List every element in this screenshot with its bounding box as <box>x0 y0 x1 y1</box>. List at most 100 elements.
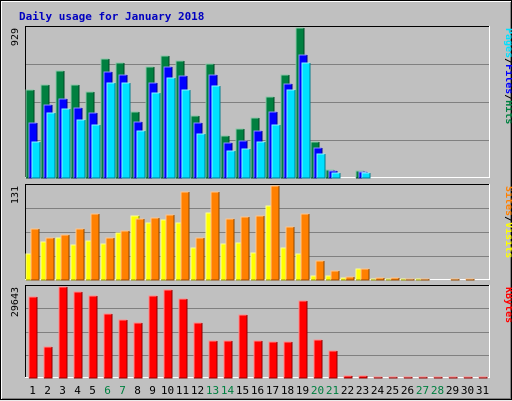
bar-sites-day-17-highlight <box>270 185 279 280</box>
bar-kbytes-day-17 <box>269 342 277 378</box>
legend-entry-sites: Sites <box>503 186 512 216</box>
bar-files-day-17-highlight <box>268 111 277 178</box>
x-tick-day-22: 22 <box>341 384 354 397</box>
bar-visits-day-2 <box>41 242 49 280</box>
bar-sites-day-16 <box>256 216 264 280</box>
bar-kbytes-day-9 <box>149 296 157 378</box>
bar-sites-day-15-highlight <box>240 216 249 280</box>
bar-files-day-18-highlight <box>283 83 292 178</box>
bar-sites-day-30-shade <box>466 279 475 281</box>
bar-pages-day-23-shade <box>362 173 371 179</box>
bar-sites-day-2 <box>46 238 54 280</box>
bar-visits-day-15 <box>236 243 244 280</box>
bar-kbytes-day-22-highlight <box>343 375 352 378</box>
bar-pages-day-5-shade <box>92 125 101 179</box>
bar-sites-day-12 <box>196 238 204 280</box>
x-tick-day-5: 5 <box>89 384 96 397</box>
bar-sites-day-5 <box>91 214 99 280</box>
bar-sites-day-24 <box>376 278 384 280</box>
bar-kbytes-day-16 <box>254 341 262 378</box>
bar-sites-day-5-shade <box>91 214 100 281</box>
bar-sites-day-29-shade <box>451 279 460 281</box>
bar-pages-day-14 <box>227 151 235 178</box>
bar-pages-day-14-highlight <box>226 150 235 178</box>
bar-pages-day-12-shade <box>197 134 206 179</box>
legend-entry-visits: Visits <box>503 222 512 258</box>
bar-kbytes-day-22-shade <box>344 376 353 379</box>
bar-kbytes-day-30-shade <box>464 377 473 379</box>
bar-sites-day-20-shade <box>316 261 325 281</box>
bar-pages-day-18 <box>287 90 295 178</box>
bar-files-day-9-highlight <box>148 82 157 178</box>
bar-pages-day-21-shade <box>332 173 341 179</box>
bar-kbytes-day-28-shade <box>434 377 443 379</box>
bar-pages-day-18-highlight <box>286 89 295 178</box>
bar-kbytes-day-18 <box>284 342 292 378</box>
bar-sites-day-25-highlight <box>390 277 399 280</box>
bar-sites-day-16-shade <box>256 216 265 281</box>
bar-sites-day-6-highlight <box>105 237 114 280</box>
bar-sites-day-22-highlight <box>345 276 354 280</box>
bar-kbytes-day-1-highlight <box>28 296 37 378</box>
bar-sites-day-15-shade <box>241 217 250 281</box>
bar-pages-day-3-highlight <box>61 108 70 178</box>
bar-sites-day-21-shade <box>331 271 340 281</box>
bar-visits-day-11 <box>176 223 184 280</box>
x-tick-day-18: 18 <box>281 384 294 397</box>
bar-visits-day-13 <box>206 213 214 280</box>
bar-pages-day-8-highlight <box>136 130 145 178</box>
bar-sites-day-7 <box>121 231 129 280</box>
bar-sites-day-9-shade <box>151 218 160 281</box>
bar-pages-day-12-highlight <box>196 133 205 178</box>
bar-files-day-1-highlight <box>28 122 37 178</box>
bar-pages-day-3 <box>62 109 70 178</box>
x-tick-day-31: 31 <box>476 384 489 397</box>
bar-files-day-8-highlight <box>133 121 142 178</box>
bar-sites-day-27-shade <box>421 279 430 281</box>
bar-sites-day-25-shade <box>391 278 400 281</box>
bar-hits-day-11-highlight <box>175 60 184 178</box>
bar-pages-day-5 <box>92 125 100 178</box>
bar-visits-day-17 <box>266 206 274 280</box>
bar-kbytes-day-2-highlight <box>43 346 52 378</box>
bar-kbytes-day-17-highlight <box>268 341 277 378</box>
bar-files-day-21-highlight <box>328 170 337 178</box>
bar-sites-day-1-highlight <box>30 228 39 280</box>
bar-pages-day-16-highlight <box>256 141 265 178</box>
bar-kbytes-day-16-highlight <box>253 340 262 378</box>
bar-sites-day-25 <box>391 278 399 280</box>
bar-kbytes-day-10-shade <box>164 290 173 379</box>
bar-kbytes-day-20-highlight <box>313 339 322 378</box>
bar-kbytes-day-15 <box>239 315 247 378</box>
bar-pages-day-12 <box>197 134 205 178</box>
bar-kbytes-day-3-shade <box>59 287 68 379</box>
bar-kbytes-day-13-shade <box>209 341 218 379</box>
bar-kbytes-day-14-highlight <box>223 340 232 378</box>
bar-sites-day-1-shade <box>31 229 40 281</box>
bar-kbytes-day-6-shade <box>104 314 113 379</box>
legend-2: KBytes <box>503 287 512 323</box>
bar-pages-day-19 <box>302 63 310 178</box>
bar-kbytes-day-15-highlight <box>238 314 247 378</box>
x-tick-day-27: 27 <box>416 384 429 397</box>
bar-pages-day-17 <box>272 125 280 178</box>
bar-kbytes-day-24-shade <box>374 377 383 379</box>
bar-hits-day-15-highlight <box>235 128 244 178</box>
bar-files-day-7-highlight <box>118 74 127 178</box>
bar-pages-day-20-shade <box>317 154 326 179</box>
bar-sites-day-4 <box>76 229 84 280</box>
bar-kbytes-day-19 <box>299 301 307 378</box>
bar-pages-day-9-highlight <box>151 92 160 178</box>
bar-kbytes-day-26-shade <box>404 377 413 379</box>
bar-pages-day-15-shade <box>242 149 251 179</box>
bar-pages-day-4 <box>77 120 85 178</box>
bar-visits-day-14 <box>221 244 229 280</box>
bar-hits-day-17-highlight <box>265 96 274 178</box>
bar-sites-day-6-shade <box>106 238 115 281</box>
x-tick-day-29: 29 <box>446 384 459 397</box>
bar-visits-day-4 <box>71 245 79 280</box>
x-tick-day-11: 11 <box>176 384 189 397</box>
bar-hits-day-1-highlight <box>25 89 34 178</box>
bar-sites-day-23-shade <box>361 269 370 281</box>
